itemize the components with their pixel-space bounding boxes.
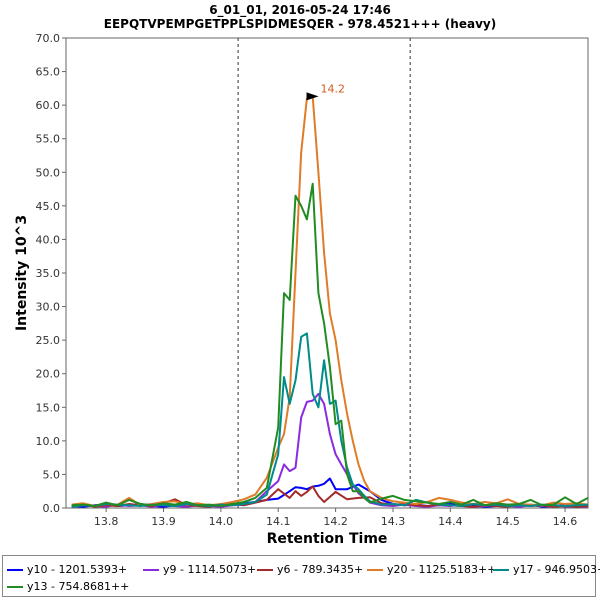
legend-item: y9 - 1114.5073+	[143, 563, 256, 576]
y-tick-label: 50.0	[36, 166, 61, 179]
y-tick-label: 55.0	[36, 133, 61, 146]
legend-label: y13 - 754.8681++	[27, 580, 130, 593]
x-tick-label: 14.0	[209, 515, 234, 528]
legend-item: y17 - 946.9503++	[493, 563, 600, 576]
y-tick-label: 0.0	[43, 502, 61, 515]
series-line-y20	[71, 95, 589, 507]
x-tick-label: 14.6	[553, 515, 578, 528]
peak-label: 14.2	[321, 82, 346, 95]
legend-label: y9 - 1114.5073+	[163, 563, 257, 576]
x-tick-label: 14.1	[266, 515, 291, 528]
legend-item: y6 - 789.3435+	[257, 563, 363, 576]
series-line-y13	[71, 182, 589, 507]
peak-marker-icon	[306, 92, 319, 101]
legend: y10 - 1201.5393+ y9 - 1114.5073+ y6 - 789.…	[2, 555, 600, 597]
y-tick-label: 30.0	[36, 301, 61, 314]
x-tick-label: 13.9	[151, 515, 176, 528]
y-tick-label: 10.0	[36, 435, 61, 448]
y-tick-label: 25.0	[36, 334, 61, 347]
legend-swatch	[7, 585, 23, 588]
x-axis-label: Retention Time	[267, 531, 388, 547]
legend-item: y13 - 754.8681++	[7, 580, 129, 593]
x-tick-label: 14.4	[438, 515, 463, 528]
legend-label: y20 - 1125.5183++	[387, 563, 497, 576]
chart-title: 6_01_01, 2016-05-24 17:46	[209, 3, 391, 18]
y-tick-label: 20.0	[36, 368, 61, 381]
legend-swatch	[257, 568, 273, 571]
x-tick-label: 14.2	[323, 515, 348, 528]
y-tick-label: 5.0	[43, 468, 61, 481]
legend-item: y20 - 1125.5183++	[367, 563, 496, 576]
legend-swatch	[7, 568, 23, 571]
y-tick-label: 60.0	[36, 99, 61, 112]
y-tick-label: 70.0	[36, 32, 61, 45]
chart-subtitle: EEPQTVPEMPGETPPLSPIDMESQER - 978.4521+++…	[104, 17, 496, 31]
y-tick-label: 15.0	[36, 401, 61, 414]
x-tick-label: 14.5	[495, 515, 520, 528]
series-lines	[71, 95, 589, 508]
boundary-lines	[237, 38, 411, 508]
x-tick-label: 13.8	[94, 515, 119, 528]
legend-swatch	[367, 568, 383, 571]
legend-item: y10 - 1201.5393+	[7, 563, 127, 576]
legend-label: y10 - 1201.5393+	[27, 563, 128, 576]
peak-annotation: 14.2	[306, 82, 346, 101]
legend-label: y17 - 946.9503++	[513, 563, 600, 576]
y-axis-label: Intensity 10^3	[14, 215, 30, 331]
legend-label: y6 - 789.3435+	[277, 563, 364, 576]
y-axis: 0.0 5.0 10.0 15.0 20.0 25.0 30.0 35.0 40.0 45.0 50…	[36, 32, 66, 515]
legend-swatch	[493, 568, 509, 571]
x-axis: 13.8 13.9 14.0 14.1 14.2 14.3 14.4 14.5 14.6	[94, 508, 577, 528]
legend-swatch	[143, 568, 159, 571]
x-tick-label: 14.3	[381, 515, 406, 528]
y-tick-label: 65.0	[36, 66, 61, 79]
y-tick-label: 35.0	[36, 267, 61, 280]
y-tick-label: 40.0	[36, 233, 61, 246]
y-tick-label: 45.0	[36, 200, 61, 213]
